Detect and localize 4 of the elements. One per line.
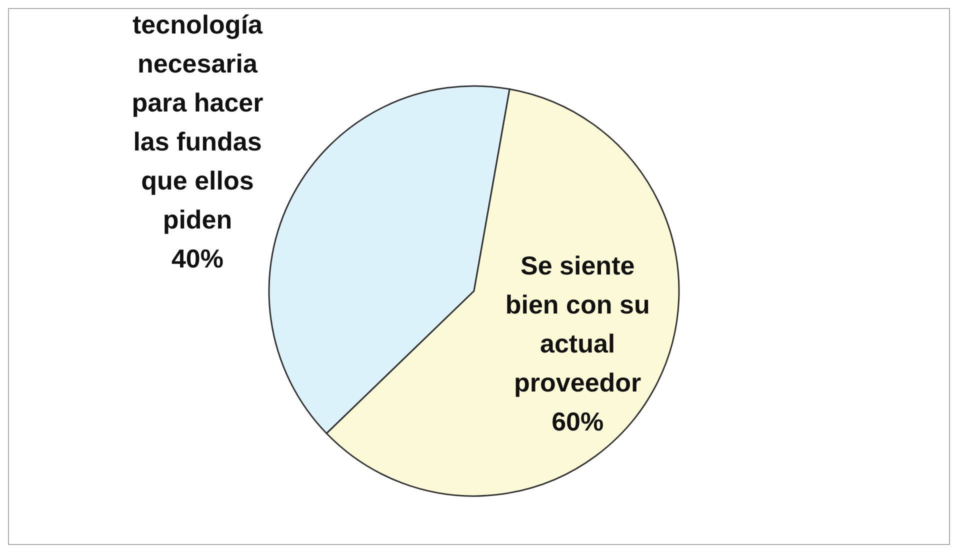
- slice-label: Se siente bien con su actual proveedor: [505, 250, 650, 398]
- data-label: 60%: [552, 406, 604, 437]
- data-label: 40%: [171, 244, 224, 274]
- slice-label: tecnología necesaria para hacer las fundas que ellos piden: [132, 10, 264, 235]
